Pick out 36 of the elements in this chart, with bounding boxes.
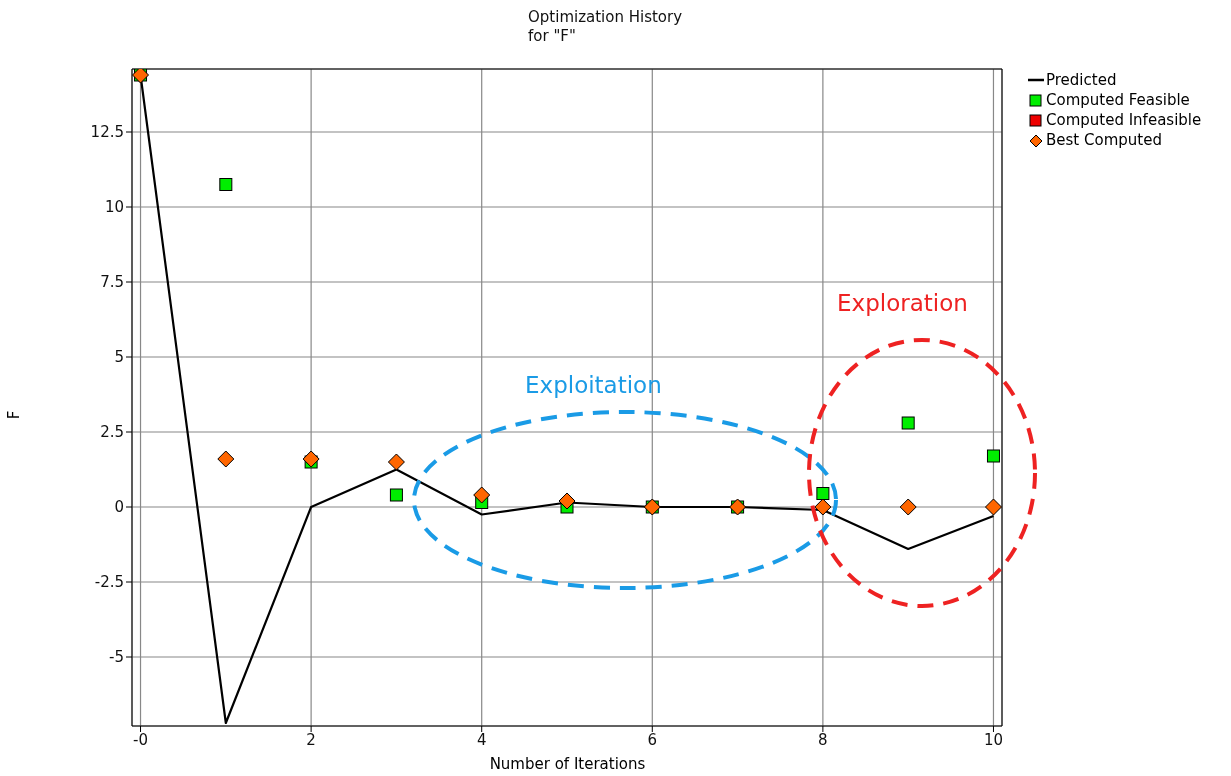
point — [901, 416, 915, 430]
point — [387, 453, 405, 471]
y-tick-label: 10 — [104, 198, 124, 217]
y-tick-label: 7.5 — [100, 273, 124, 292]
legend-label: Best Computed — [1046, 130, 1162, 150]
x-axis-title: Number of Iterations — [488, 755, 647, 773]
annotation: Exploitation — [525, 372, 662, 398]
legend-label: Predicted — [1046, 70, 1117, 90]
point — [814, 498, 832, 516]
legend-label: Computed Feasible — [1046, 90, 1190, 110]
point — [473, 486, 491, 504]
x-tick-label: 6 — [647, 730, 658, 749]
y-tick-label: 5 — [114, 348, 124, 367]
x-tick-label: 8 — [818, 730, 828, 749]
point — [219, 178, 233, 191]
y-tick-label: 2.5 — [100, 423, 124, 442]
y-tick-label: 12.5 — [90, 123, 124, 142]
x-tick-label: 4 — [476, 730, 487, 749]
legend-label: Computed Infeasible — [1046, 110, 1202, 130]
x-tick-label: 2 — [306, 730, 316, 749]
point — [217, 450, 235, 468]
point — [389, 488, 403, 502]
point — [986, 449, 1000, 463]
y-tick-label: 0 — [114, 498, 124, 517]
y-tick-label: -2.5 — [94, 573, 124, 592]
x-tick-label: -0 — [133, 730, 149, 749]
point — [984, 498, 1002, 516]
y-tick-label: -5 — [109, 648, 124, 667]
point — [302, 450, 320, 468]
point — [899, 498, 917, 516]
point — [816, 487, 830, 500]
chart-title: Optimization History for "F" — [528, 8, 684, 46]
annotation: Exploration — [837, 290, 968, 316]
point — [558, 492, 576, 510]
y-axis-title: F — [5, 410, 24, 420]
x-tick-label: 10 — [983, 730, 1004, 749]
